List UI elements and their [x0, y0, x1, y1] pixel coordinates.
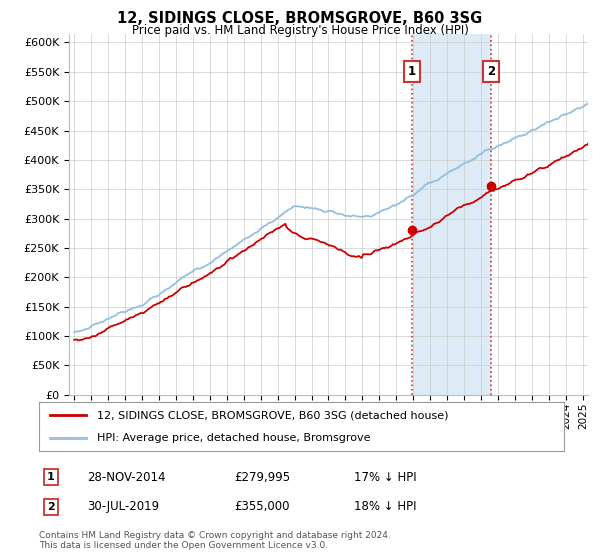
Text: 2: 2 — [487, 65, 495, 78]
Text: 30-JUL-2019: 30-JUL-2019 — [87, 500, 159, 514]
Text: £279,995: £279,995 — [234, 470, 290, 484]
Text: 18% ↓ HPI: 18% ↓ HPI — [354, 500, 416, 514]
Text: 12, SIDINGS CLOSE, BROMSGROVE, B60 3SG (detached house): 12, SIDINGS CLOSE, BROMSGROVE, B60 3SG (… — [97, 410, 448, 421]
Text: 17% ↓ HPI: 17% ↓ HPI — [354, 470, 416, 484]
Text: Price paid vs. HM Land Registry's House Price Index (HPI): Price paid vs. HM Land Registry's House … — [131, 24, 469, 36]
Text: 1: 1 — [47, 472, 55, 482]
Text: Contains HM Land Registry data © Crown copyright and database right 2024.
This d: Contains HM Land Registry data © Crown c… — [39, 531, 391, 550]
Text: 12, SIDINGS CLOSE, BROMSGROVE, B60 3SG: 12, SIDINGS CLOSE, BROMSGROVE, B60 3SG — [118, 11, 482, 26]
Text: £355,000: £355,000 — [234, 500, 290, 514]
Text: 2: 2 — [47, 502, 55, 512]
Text: 28-NOV-2014: 28-NOV-2014 — [87, 470, 166, 484]
Text: HPI: Average price, detached house, Bromsgrove: HPI: Average price, detached house, Brom… — [97, 433, 370, 444]
Text: 1: 1 — [408, 65, 416, 78]
